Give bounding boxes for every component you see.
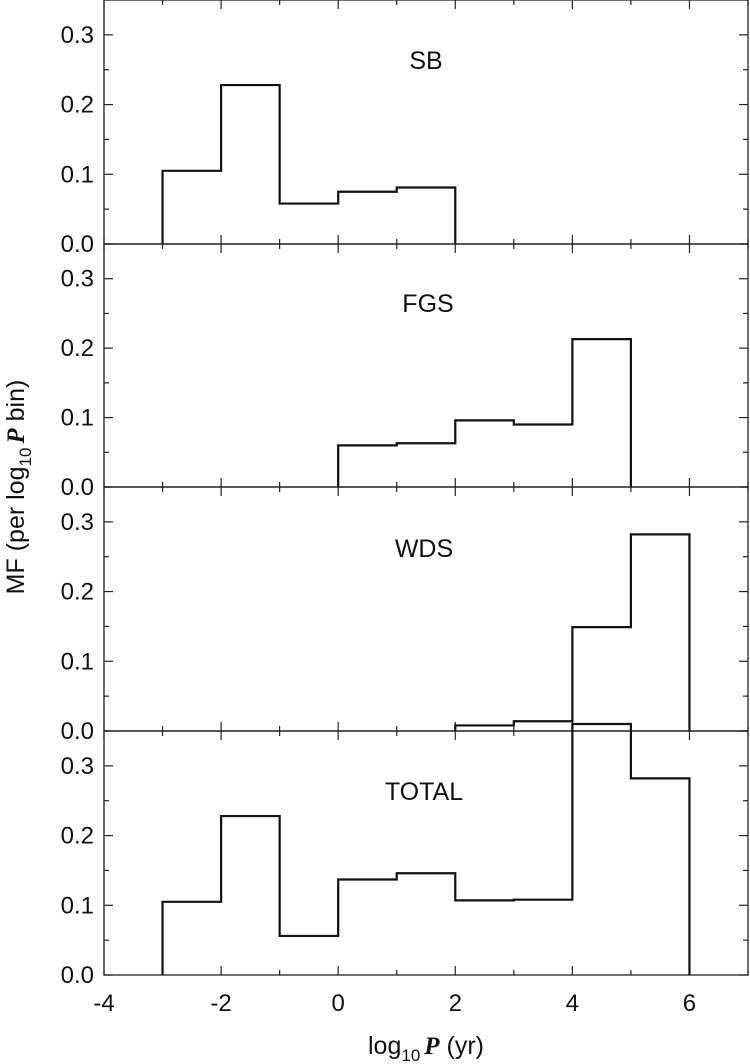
x-axis-title: log10 P (yr): [368, 1032, 484, 1064]
y-tick-label: 0.1: [61, 892, 94, 919]
histogram-step-line: [337, 338, 633, 487]
histogram-bin: [397, 873, 456, 975]
histogram-bin: [280, 936, 339, 975]
panel-frame: [103, 730, 749, 976]
histogram-bin: [514, 721, 573, 731]
y-tick-label: 0.2: [61, 335, 94, 362]
x-tick-label: -2: [210, 990, 231, 1017]
histogram-bin: [397, 443, 456, 487]
panel-label: FGS: [402, 290, 453, 318]
histogram-step-line: [454, 533, 691, 731]
y-tick-label: 0.1: [61, 648, 94, 675]
histogram-bin: [572, 627, 631, 731]
panel-label: SB: [409, 47, 442, 75]
histogram-step-line: [161, 722, 691, 975]
panel-total: 0.0 0.1 0.2 0.3 TOTAL: [61, 722, 749, 989]
y-tick-label: 0.2: [61, 823, 94, 850]
histogram-bin: [338, 192, 397, 244]
y-tick-label: 0.2: [61, 579, 94, 606]
histogram-bin: [455, 420, 514, 487]
y-axis-title: MF (per log10P bin): [2, 380, 35, 595]
x-tick-label: 6: [683, 990, 696, 1017]
panel-label: TOTAL: [385, 778, 463, 806]
histogram-bin: [221, 816, 280, 975]
histogram-bin: [163, 902, 222, 975]
histogram-bin: [397, 188, 456, 244]
x-tick-label: 2: [449, 990, 462, 1017]
y-tick-label: 0.3: [61, 753, 94, 780]
y-tick-label: 0.1: [61, 405, 94, 432]
x-tick-label: 0: [332, 990, 345, 1017]
panel-fgs: 0.0 0.1 0.2 0.3 FGS: [61, 243, 749, 501]
histogram-bin: [631, 778, 690, 975]
y-tick-label: 0.2: [61, 92, 94, 119]
histogram-bin: [163, 171, 222, 244]
y-tick-label: 0.3: [61, 22, 94, 49]
histogram-bin: [514, 425, 573, 487]
y-tick-label: 0.1: [61, 161, 94, 188]
panel-frame: [103, 0, 749, 245]
histogram-bin: [338, 879, 397, 975]
panel-frame: [103, 486, 749, 732]
y-tick-label: 0.0: [61, 718, 94, 745]
histogram-bin: [338, 445, 397, 487]
histogram-bin: [221, 85, 280, 244]
panel-frame: [103, 243, 749, 488]
y-tick-label: 0.0: [61, 962, 94, 989]
panel-label: WDS: [395, 535, 453, 563]
y-tick-label: 0.3: [61, 509, 94, 536]
histogram-bin: [280, 204, 339, 244]
panel-sb: 0.0 0.1 0.2 0.3 SB: [61, 0, 749, 258]
x-tick-label: 4: [566, 990, 579, 1017]
histogram-bin: [514, 900, 573, 975]
y-tick-label: 0.0: [61, 474, 94, 501]
panel-wds: 0.0 0.1 0.2 0.3 WDS: [61, 486, 749, 745]
y-tick-label: 0.0: [61, 231, 94, 258]
y-tick-label: 0.3: [61, 266, 94, 293]
histogram-bin: [572, 339, 631, 487]
histogram-bin: [631, 534, 690, 731]
histogram-bin: [455, 900, 514, 975]
x-tick-label: -4: [93, 990, 114, 1017]
histogram-bin: [572, 724, 631, 975]
histogram-step-line: [161, 83, 457, 244]
